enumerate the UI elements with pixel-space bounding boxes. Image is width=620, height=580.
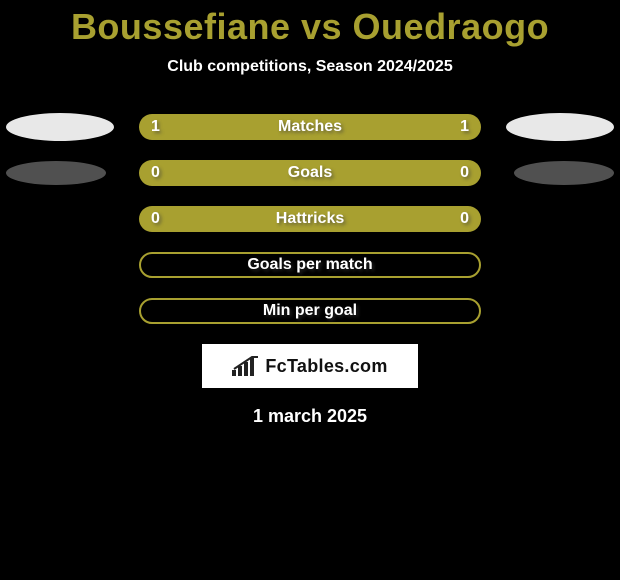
side-ellipse xyxy=(506,113,614,141)
stat-bar: Min per goal xyxy=(139,298,481,324)
stat-row: Goals 0 0 xyxy=(0,150,620,196)
logo-text: FcTables.com xyxy=(265,356,387,377)
page-subtitle: Club competitions, Season 2024/2025 xyxy=(0,58,620,76)
side-ellipse xyxy=(6,113,114,141)
stat-row: Hattricks 0 0 xyxy=(0,196,620,242)
page-title: Boussefiane vs Ouedraogo xyxy=(0,0,620,48)
stat-bar: Goals 0 0 xyxy=(139,160,481,186)
stat-row: Goals per match xyxy=(0,242,620,288)
stat-label: Hattricks xyxy=(276,210,344,228)
stat-value-right: 1 xyxy=(460,118,469,136)
stat-rows: Matches 1 1 Goals 0 0 Hattricks 0 0 Goals per mat… xyxy=(0,104,620,334)
side-ellipse xyxy=(6,161,106,185)
stat-value-right: 0 xyxy=(460,164,469,182)
side-ellipse xyxy=(514,161,614,185)
stat-row: Matches 1 1 xyxy=(0,104,620,150)
comparison-infographic: Boussefiane vs Ouedraogo Club competitio… xyxy=(0,0,620,580)
stat-label: Goals xyxy=(288,164,332,182)
footer-date: 1 march 2025 xyxy=(0,406,620,427)
stat-row: Min per goal xyxy=(0,288,620,334)
logo-box: FcTables.com xyxy=(202,344,418,388)
stat-value-left: 1 xyxy=(151,118,160,136)
logo-bars-icon xyxy=(232,356,260,376)
stat-label: Matches xyxy=(278,118,342,136)
stat-value-right: 0 xyxy=(460,210,469,228)
stat-bar: Hattricks 0 0 xyxy=(139,206,481,232)
stat-label: Min per goal xyxy=(263,302,357,320)
stat-bar: Matches 1 1 xyxy=(139,114,481,140)
stat-value-left: 0 xyxy=(151,164,160,182)
stat-value-left: 0 xyxy=(151,210,160,228)
stat-label: Goals per match xyxy=(247,256,372,274)
stat-bar: Goals per match xyxy=(139,252,481,278)
